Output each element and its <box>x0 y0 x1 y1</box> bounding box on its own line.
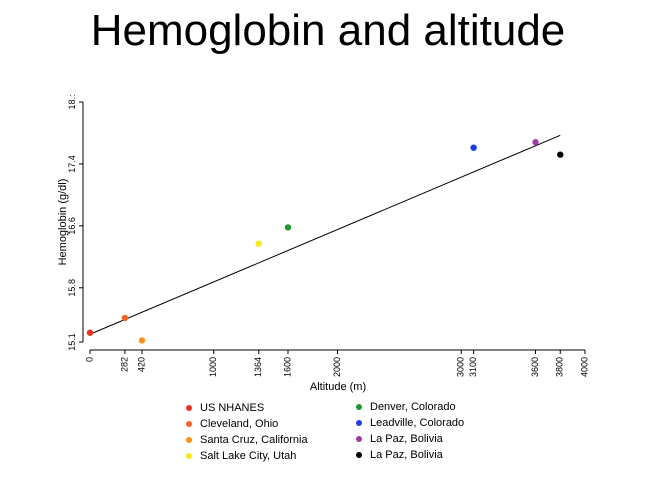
x-tick-label: 1364 <box>253 357 263 377</box>
x-tick-label: 420 <box>136 357 146 372</box>
legend-label: La Paz, Bolivia <box>370 433 443 445</box>
data-point <box>470 144 477 151</box>
data-point <box>121 314 129 322</box>
data-point <box>532 139 539 146</box>
legend-marker-icon <box>186 421 192 427</box>
trend-line <box>89 134 561 335</box>
x-tick-label: 3600 <box>530 357 540 377</box>
data-point <box>138 337 146 344</box>
legend-marker-icon <box>356 420 362 426</box>
legend-item: Cleveland, Ohio <box>186 416 308 432</box>
legend-label: La Paz, Bolivia <box>370 449 443 461</box>
legend-label: Denver, Colorado <box>370 401 456 413</box>
legend-marker-icon <box>356 436 362 442</box>
legend-item: La Paz, Bolivia <box>356 431 464 447</box>
y-tick-label: 18.: <box>67 94 77 109</box>
trend-line-layer <box>89 134 561 335</box>
legend-item: Salt Lake City, Utah <box>186 448 308 464</box>
legend-item: Leadville, Colorado <box>356 415 464 431</box>
x-tick-label: 2000 <box>332 357 342 377</box>
x-tick-label: 3100 <box>468 357 478 377</box>
y-tick-label: 16.6 <box>67 217 77 235</box>
axes: 15.1 15.8 16.6 17.4 18.: 0 282 420 1000 1364 1600 2… <box>67 94 589 377</box>
x-tick-label: 0 <box>84 357 94 362</box>
data-point <box>557 151 564 158</box>
legend-right-column: Denver, Colorado Leadville, Colorado La Pa… <box>356 399 464 463</box>
legend-item: Denver, Colorado <box>356 399 464 415</box>
y-tick-label: 17.4 <box>67 155 77 173</box>
slide-title: Hemoglobin and altitude <box>90 6 566 55</box>
data-point <box>255 240 262 247</box>
x-tick-label: 1600 <box>282 357 292 377</box>
data-point <box>86 329 94 336</box>
legend-item: La Paz, Bolivia <box>356 447 464 463</box>
legend-marker-icon <box>186 437 192 443</box>
legend-item: Santa Cruz, California <box>186 432 308 448</box>
data-points <box>86 139 564 344</box>
y-tick-label: 15.1 <box>67 333 77 351</box>
legend-label: US NHANES <box>200 402 265 414</box>
x-tick-label: 1000 <box>208 357 218 377</box>
x-tick-label: 282 <box>119 357 129 372</box>
x-axis-label: Altitude (m) <box>310 381 366 393</box>
y-tick-label: 15.8 <box>67 279 77 297</box>
legend-marker-icon <box>186 453 192 459</box>
x-tick-label: 3800 <box>555 357 565 377</box>
legend-left-column: US NHANES Cleveland, Ohio Santa Cruz, Cali… <box>186 400 308 464</box>
y-axis-label: Hemoglobin (g/dl) <box>57 179 69 266</box>
legend-label: Leadville, Colorado <box>370 417 465 429</box>
legend-marker-icon <box>356 452 362 458</box>
legend-marker-icon <box>186 405 192 411</box>
x-tick-label: 3000 <box>456 357 466 377</box>
legend-label: Santa Cruz, California <box>200 434 308 446</box>
x-tick-label: 4000 <box>579 357 589 377</box>
data-point <box>284 224 292 231</box>
legend-label: Salt Lake City, Utah <box>200 450 297 462</box>
legend-label: Cleveland, Ohio <box>200 418 279 430</box>
legend-marker-icon <box>356 404 362 410</box>
legend-item: US NHANES <box>186 400 308 416</box>
